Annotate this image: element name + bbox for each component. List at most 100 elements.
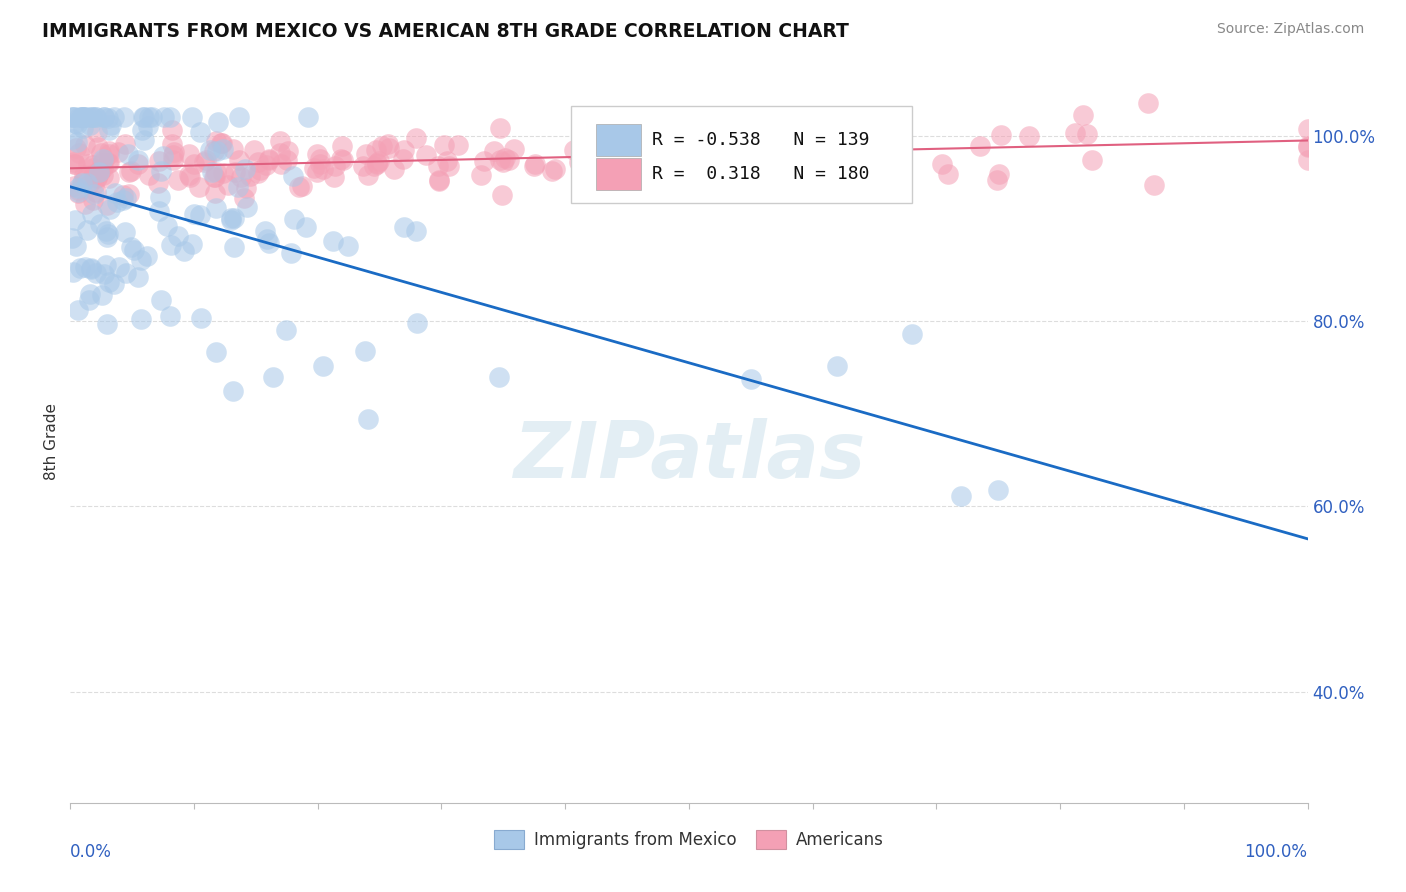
Point — [82, 158, 104, 172]
Point — [97, 227, 120, 241]
Point — [73, 168, 96, 182]
Point — [1064, 126, 1087, 140]
Point — [219, 212, 242, 227]
Point — [84, 266, 107, 280]
Point — [437, 159, 460, 173]
Point — [103, 277, 125, 291]
Point — [392, 220, 415, 235]
Point — [211, 166, 233, 180]
Point — [83, 167, 105, 181]
Point — [211, 142, 233, 156]
Point — [76, 222, 98, 236]
Point — [77, 157, 100, 171]
Point — [523, 159, 546, 173]
FancyBboxPatch shape — [571, 105, 911, 203]
Point — [86, 126, 108, 140]
Point — [295, 220, 318, 235]
Point — [249, 163, 271, 178]
Point — [98, 156, 121, 170]
Point — [93, 267, 115, 281]
Point — [276, 153, 298, 167]
Point — [188, 179, 211, 194]
Point — [73, 197, 96, 211]
Point — [827, 359, 849, 373]
Point — [489, 153, 512, 168]
Point — [77, 293, 100, 307]
Point — [664, 146, 686, 161]
Point — [132, 133, 155, 147]
Point — [188, 208, 211, 222]
Point — [173, 244, 195, 258]
Point — [492, 155, 515, 169]
Point — [1296, 140, 1319, 154]
Point — [105, 194, 128, 209]
Point — [93, 111, 115, 125]
Point — [65, 141, 87, 155]
Point — [236, 200, 259, 214]
Point — [1296, 121, 1319, 136]
Point — [198, 143, 221, 157]
Point — [79, 261, 101, 276]
Point — [60, 231, 83, 245]
Point — [82, 111, 104, 125]
Point — [153, 111, 176, 125]
Point — [97, 111, 120, 125]
Point — [65, 239, 87, 253]
Point — [148, 204, 170, 219]
Point — [304, 161, 326, 175]
Point — [163, 145, 186, 160]
Point — [62, 179, 84, 194]
Point — [91, 152, 114, 166]
Point — [91, 168, 114, 182]
Point — [931, 157, 953, 171]
Point — [114, 136, 136, 151]
Point — [77, 177, 100, 191]
Point — [211, 136, 233, 150]
Point — [600, 158, 623, 172]
Point — [190, 311, 212, 326]
Point — [686, 159, 709, 173]
Text: Source: ZipAtlas.com: Source: ZipAtlas.com — [1216, 22, 1364, 37]
Point — [247, 154, 270, 169]
Point — [83, 187, 105, 202]
Point — [204, 170, 226, 185]
Point — [256, 232, 278, 246]
Point — [232, 191, 254, 205]
Point — [269, 134, 291, 148]
Point — [152, 149, 174, 163]
Point — [84, 111, 107, 125]
Point — [87, 165, 110, 179]
Point — [89, 163, 111, 178]
Point — [322, 169, 344, 184]
Point — [366, 156, 388, 170]
Point — [73, 138, 96, 153]
Point — [79, 118, 101, 132]
Point — [202, 144, 225, 158]
Point — [62, 111, 84, 125]
Point — [775, 134, 797, 148]
Point — [120, 164, 142, 178]
Point — [84, 186, 107, 200]
Point — [111, 188, 134, 202]
Point — [76, 111, 98, 125]
Point — [90, 146, 112, 161]
Point — [181, 237, 204, 252]
Point — [502, 142, 524, 156]
Point — [82, 207, 104, 221]
Point — [742, 161, 765, 176]
Point — [470, 169, 492, 183]
Point — [735, 151, 758, 165]
Point — [183, 207, 205, 221]
Point — [183, 157, 205, 171]
Point — [180, 111, 202, 125]
Point — [66, 302, 89, 317]
Point — [305, 165, 328, 179]
Point — [148, 153, 170, 168]
Point — [1018, 129, 1040, 144]
Point — [254, 224, 277, 238]
Point — [179, 168, 201, 182]
Point — [84, 111, 107, 125]
Point — [415, 148, 437, 162]
Text: R =  0.318   N = 180: R = 0.318 N = 180 — [652, 165, 869, 183]
Point — [90, 288, 112, 302]
